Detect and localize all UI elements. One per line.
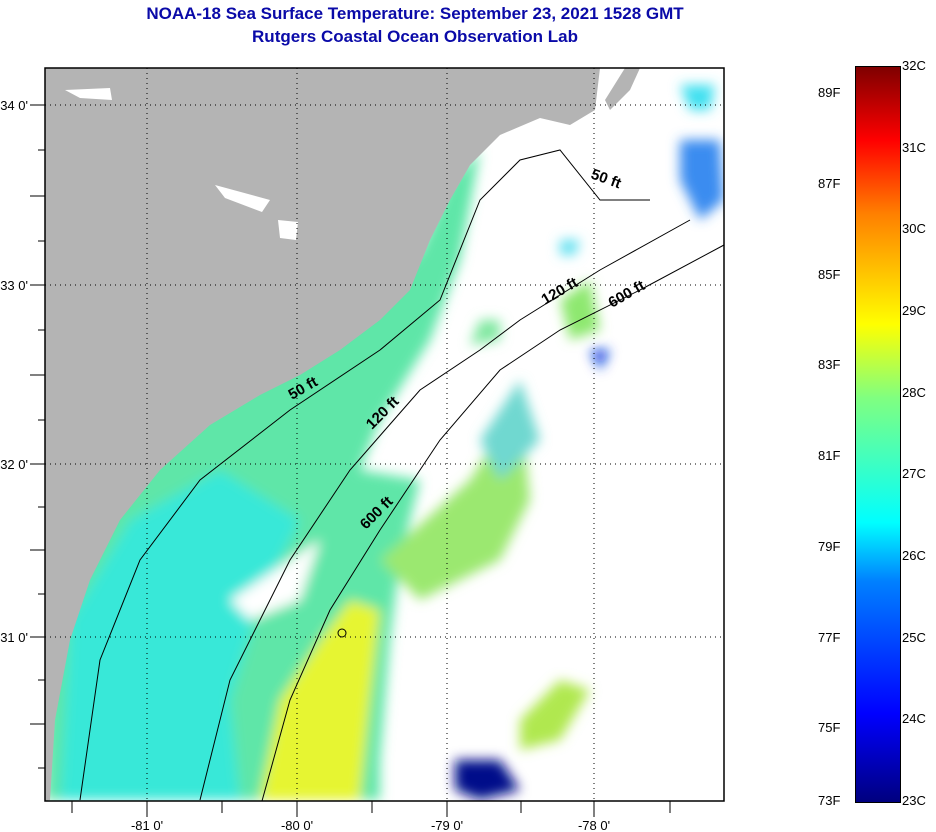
colorbar-fahrenheit-label: 83F — [818, 357, 841, 373]
colorbar-fahrenheit-label: 73F — [818, 793, 841, 808]
colorbar-celsius-label: 31C — [902, 139, 926, 155]
chart-title: NOAA-18 Sea Surface Temperature: Septemb… — [146, 4, 684, 23]
graticule — [45, 68, 724, 801]
colorbar-fahrenheit-label: 87F — [818, 175, 841, 191]
colorbar-fahrenheit-label: 81F — [818, 448, 841, 464]
colorbar-celsius-label: 30C — [902, 221, 926, 237]
lon-label: -81 0' — [131, 818, 163, 832]
chart-subtitle: Rutgers Coastal Ocean Observation Lab — [252, 27, 578, 46]
colorbar-celsius-label: 32C — [902, 58, 926, 73]
colorbar-fahrenheit-label: 85F — [818, 266, 841, 282]
colorbar-fahrenheit-label: 89F — [818, 85, 841, 101]
colorbar-fahrenheit-label: 75F — [818, 720, 841, 736]
colorbar-fahrenheit-label: 79F — [818, 538, 841, 554]
lon-label: -78 0' — [578, 818, 610, 832]
lon-label: -79 0' — [431, 818, 463, 832]
lat-label: 33 0' — [0, 278, 28, 293]
land — [45, 68, 600, 801]
colorbar-celsius-label: 28C — [902, 384, 926, 400]
map-frame — [44, 67, 725, 802]
lon-label: -80 0' — [281, 818, 313, 832]
colorbar-celsius-label: 29C — [902, 303, 926, 318]
colorbar-celsius-label: 24C — [902, 711, 926, 727]
colorbar-celsius-label: 23C — [902, 793, 926, 808]
sst-map: 50 ft 50 ft 120 ft 120 ft 600 ft 600 ft … — [0, 67, 725, 832]
colorbar-celsius-label: 27C — [902, 466, 926, 482]
lat-label: 32 0' — [0, 457, 28, 472]
isobaths — [79, 149, 724, 801]
colorbar-celsius-label: 26C — [902, 548, 926, 563]
colorbar-celsius-label: 25C — [902, 629, 926, 645]
lat-label: 31 0' — [0, 630, 28, 645]
colorbar — [855, 66, 901, 803]
lat-label: 34 0' — [0, 98, 28, 113]
colorbar-fahrenheit-label: 77F — [818, 629, 841, 645]
